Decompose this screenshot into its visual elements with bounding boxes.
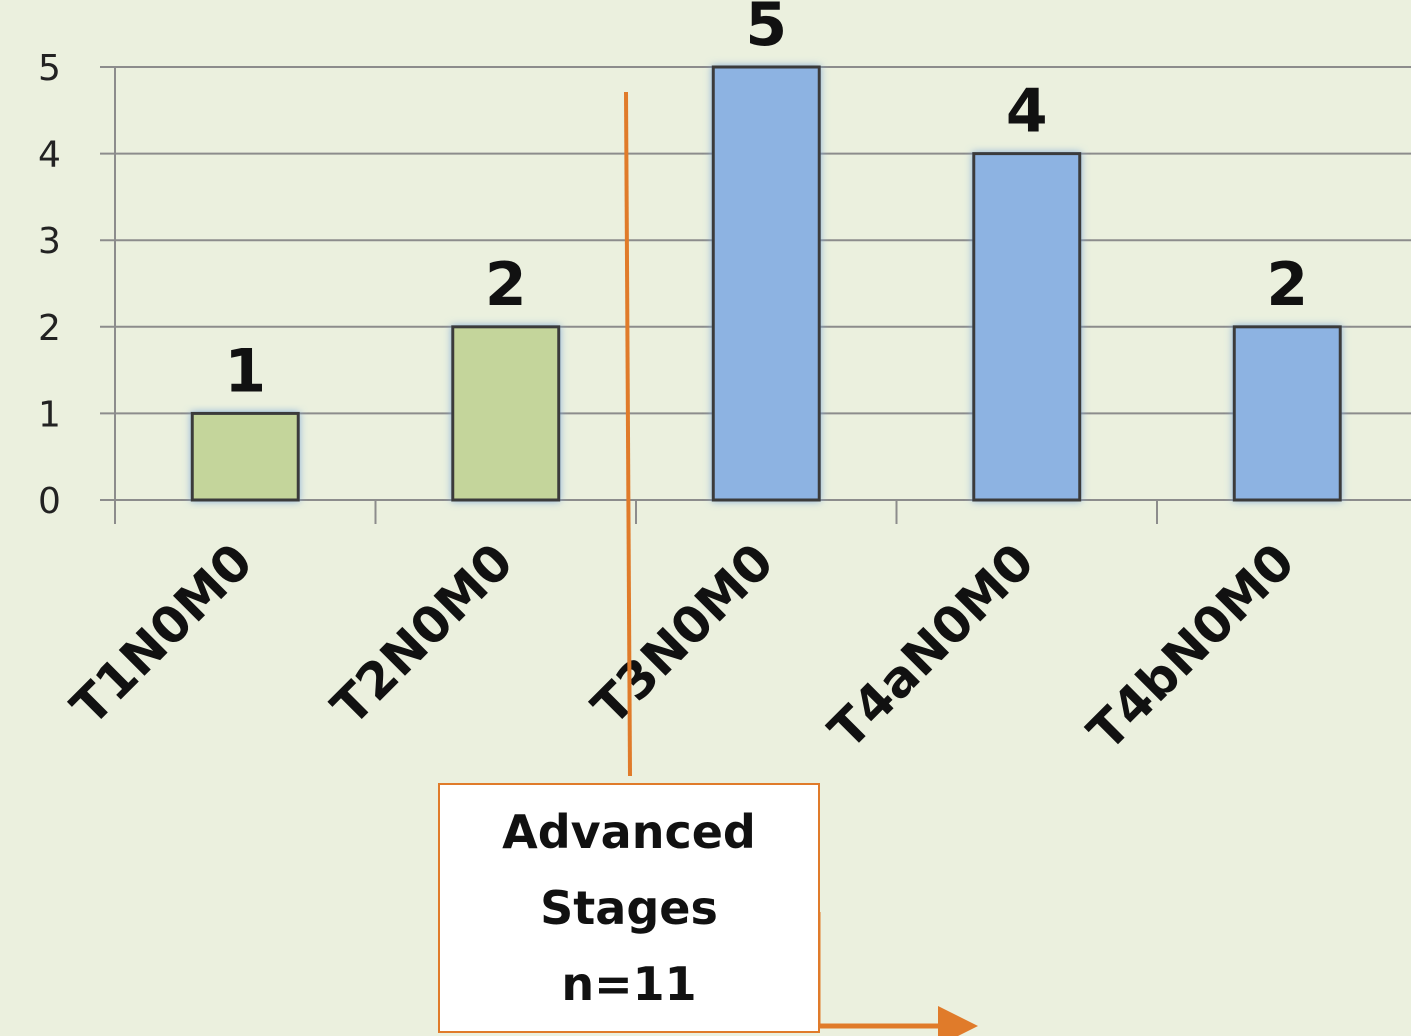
data-label: 5	[745, 0, 787, 60]
y-tick-label: 0	[38, 481, 61, 522]
x-tick-label: T1N0M0	[60, 532, 264, 736]
bar-t1n0m0	[190, 411, 300, 502]
annotation-line-1: Advanced	[502, 805, 756, 859]
annotation-arrow	[815, 912, 978, 1036]
y-tick-label: 4	[38, 135, 61, 176]
x-tick-label: T4bN0M0	[1077, 532, 1306, 761]
labels: 0 1 2 3 4 5 1 T1N0M0 2 T2N0M0 5 T3N0M0 4 T4aN0M0 2 T4bN…	[38, 0, 1308, 761]
x-tick-label: T4aN0M0	[818, 532, 1046, 760]
data-label: 4	[1006, 77, 1048, 147]
bars	[190, 65, 1342, 502]
axes	[114, 67, 1158, 524]
bar-t4bn0m0	[1232, 325, 1342, 502]
x-tick-label: T3N0M0	[581, 532, 785, 736]
annotation-line-2: Stages	[540, 881, 718, 935]
data-label: 2	[485, 250, 527, 320]
bar-t2n0m0	[451, 325, 561, 502]
y-tick-label: 1	[38, 394, 61, 435]
annotation-line-3: n=11	[561, 957, 697, 1011]
y-tick-label: 3	[38, 221, 61, 262]
data-label: 1	[224, 336, 266, 406]
annotation-box: Advanced Stages n=11	[438, 783, 820, 1033]
y-tick-label: 2	[38, 308, 61, 349]
x-tick-label: T2N0M0	[321, 532, 525, 736]
data-label: 2	[1266, 250, 1308, 320]
y-tick-label: 5	[38, 48, 61, 89]
bar-t3n0m0	[711, 65, 821, 502]
annotation-divider-line	[624, 91, 632, 777]
bar-t4an0m0	[972, 152, 1082, 502]
